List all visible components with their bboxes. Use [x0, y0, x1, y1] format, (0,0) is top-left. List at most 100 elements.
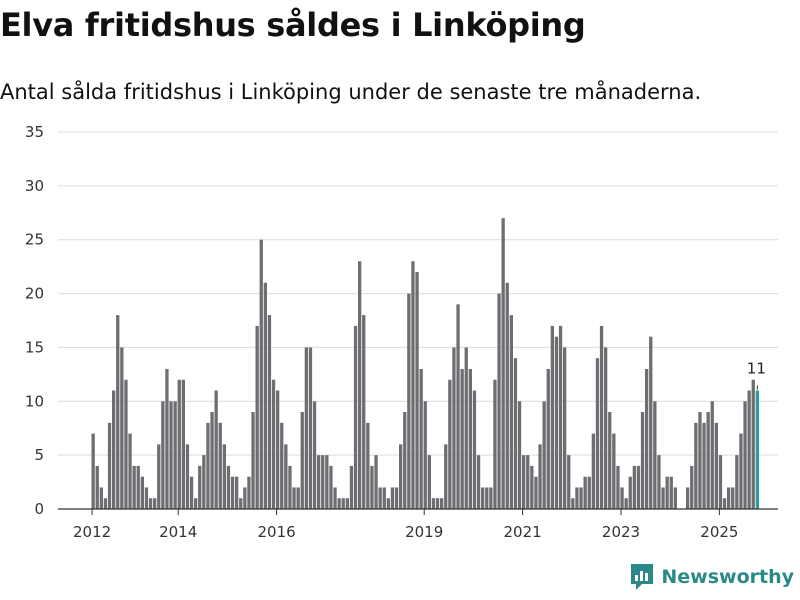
- bar: [624, 498, 628, 509]
- bar: [284, 444, 288, 509]
- bar: [735, 455, 739, 509]
- bar: [148, 498, 153, 509]
- bar: [694, 422, 698, 509]
- bar: [497, 293, 501, 509]
- bar: [550, 325, 554, 509]
- bar: [173, 401, 177, 509]
- bar: [370, 465, 374, 509]
- x-tick-label: 2025: [700, 523, 738, 541]
- bar: [485, 487, 489, 509]
- data-labels: 11: [747, 360, 766, 390]
- bar: [706, 412, 710, 509]
- brand-logo: Newsworthy: [629, 562, 794, 592]
- bar: [153, 498, 157, 509]
- bar: [411, 261, 415, 509]
- bar: [702, 422, 706, 509]
- y-tick-label: 25: [25, 231, 44, 249]
- bar: [390, 487, 395, 509]
- bar: [255, 325, 259, 509]
- bar: [472, 390, 477, 509]
- bar: [661, 487, 665, 509]
- bar: [91, 433, 95, 509]
- bar: [665, 476, 669, 509]
- bar: [563, 347, 567, 509]
- data-label-latest: 11: [747, 360, 766, 378]
- bar: [534, 476, 538, 509]
- bar: [235, 476, 239, 509]
- bar: [698, 412, 702, 509]
- bar: [325, 455, 329, 509]
- bar: [317, 455, 321, 509]
- bar: [645, 368, 649, 509]
- bar: [251, 412, 255, 509]
- y-tick-label: 35: [25, 123, 44, 141]
- bar: [460, 368, 464, 509]
- brand-name: Newsworthy: [661, 566, 794, 588]
- bar: [107, 422, 112, 509]
- bar: [95, 465, 99, 509]
- bar: [579, 487, 583, 509]
- bar: [591, 433, 595, 509]
- y-tick-label: 10: [25, 392, 44, 410]
- bar: [386, 498, 390, 509]
- bar: [321, 455, 325, 509]
- bar: [394, 487, 399, 509]
- bar: [690, 465, 694, 509]
- bar: [739, 433, 743, 509]
- newsworthy-logo-icon: [631, 564, 654, 590]
- bar: [271, 379, 276, 509]
- bar: [399, 444, 403, 509]
- bar: [99, 487, 103, 509]
- bar: [415, 272, 419, 509]
- bar: [653, 401, 657, 509]
- bar: [169, 401, 173, 509]
- bar: [501, 218, 505, 510]
- bar: [136, 465, 140, 509]
- bar: [247, 476, 251, 509]
- bar: [189, 476, 194, 509]
- bar: [517, 401, 522, 509]
- y-tick-label: 15: [25, 338, 44, 356]
- bar: [112, 390, 116, 509]
- bar: [140, 476, 144, 509]
- bar: [456, 304, 460, 509]
- bar: [177, 379, 181, 509]
- y-tick-label: 0: [34, 500, 44, 518]
- bar: [181, 379, 185, 509]
- bar: [628, 476, 632, 509]
- bar: [530, 465, 534, 509]
- bar: [267, 315, 272, 509]
- x-tick-label: 2021: [504, 523, 542, 541]
- bar: [419, 368, 423, 509]
- bar: [513, 358, 518, 509]
- bar: [358, 261, 362, 509]
- bar: [132, 465, 136, 509]
- bar: [243, 487, 247, 509]
- bar: [612, 433, 616, 509]
- chart-subtitle: Antal sålda fritidshus i Linköping under…: [0, 80, 702, 104]
- x-tick-label: 2019: [405, 523, 443, 541]
- bar: [743, 401, 747, 509]
- y-tick-label: 30: [25, 177, 44, 195]
- bar: [599, 325, 604, 509]
- bar: [304, 347, 308, 509]
- bar: [575, 487, 579, 509]
- bar: [296, 487, 300, 509]
- bar: [509, 315, 513, 509]
- bar: [230, 476, 235, 509]
- bar: [718, 455, 723, 509]
- bar: [558, 325, 563, 509]
- bar: [161, 401, 165, 509]
- bar: [587, 476, 591, 509]
- bar: [366, 422, 370, 509]
- bar: [489, 487, 493, 509]
- bar: [120, 347, 124, 509]
- bar: [378, 487, 382, 509]
- bar: [382, 487, 386, 509]
- bar: [649, 336, 653, 509]
- bar: [448, 379, 452, 509]
- bar: [571, 498, 575, 509]
- bar: [542, 401, 546, 509]
- x-tick-label: 2023: [602, 523, 640, 541]
